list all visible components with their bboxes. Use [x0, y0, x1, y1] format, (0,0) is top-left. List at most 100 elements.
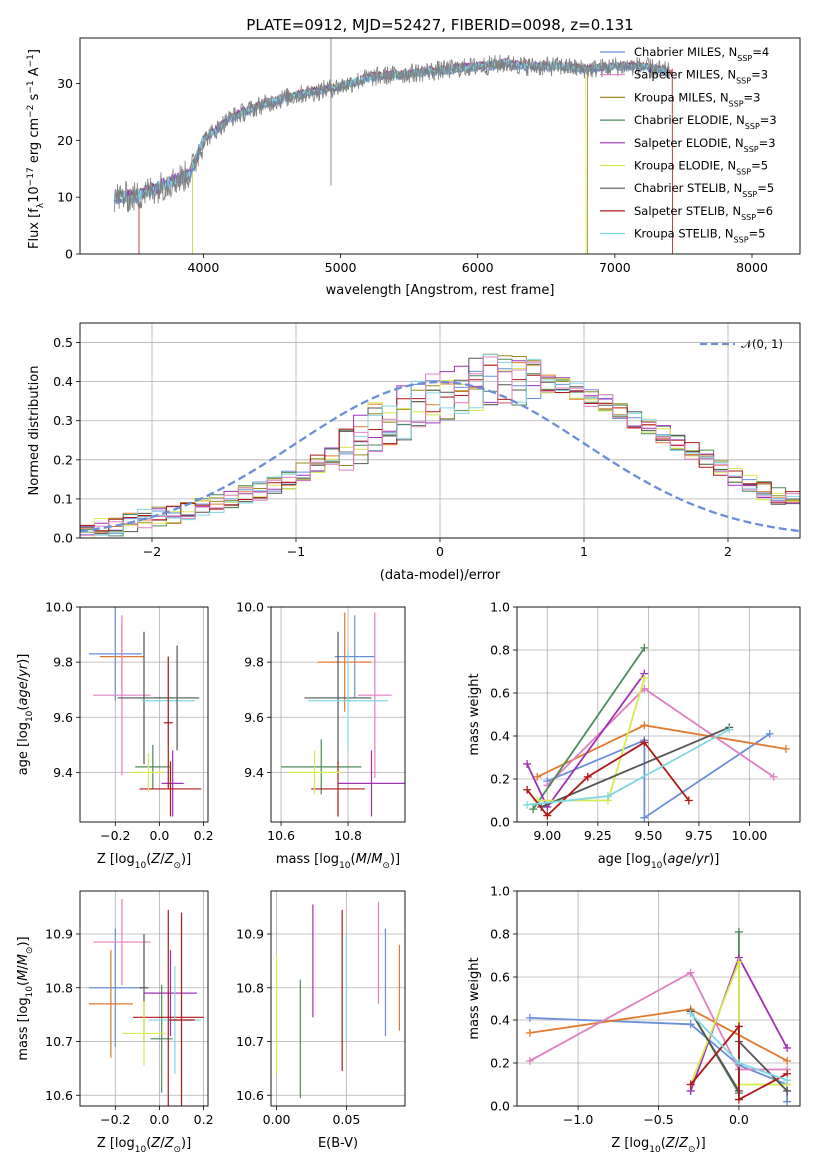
x-tick-label: 1 — [580, 544, 588, 559]
weight-marker — [640, 721, 649, 730]
x-tick-label: −0.2 — [100, 1112, 130, 1127]
histogram-series — [80, 356, 800, 538]
errorbar-point — [161, 750, 184, 817]
x-axis-label: Z [log10(Z/Z⊙)] — [611, 1136, 705, 1155]
weight-marker — [734, 1059, 743, 1067]
weight-marker — [783, 1056, 792, 1065]
y-tick-label: 0.2 — [490, 772, 510, 787]
errorbar-point — [304, 631, 372, 765]
legend-entry: Chabrier MILES, NSSP=4 — [634, 45, 769, 63]
x-axis-label: E(B-V) — [318, 1136, 358, 1151]
x-tick-label: 0.2 — [194, 1112, 214, 1127]
weight-series — [543, 684, 778, 790]
y-axis-label: Flux [fλ10−17 erg cm−2 s−1 A−1] — [26, 49, 46, 249]
x-tick-label: 8000 — [736, 260, 768, 275]
y-tick-label: 0.8 — [490, 927, 510, 942]
histogram-series — [80, 358, 800, 538]
weight-marker — [583, 772, 592, 781]
y-tick-label: 9.6 — [244, 710, 264, 725]
panel-age_vs_mass: 10.6 10.8 9.4 9.6 9.8 10.0 mass [log10(M/M⊙)] — [236, 600, 406, 871]
histogram-series — [80, 353, 800, 538]
y-tick-label: 0.6 — [490, 970, 510, 985]
weight-marker — [686, 1020, 695, 1029]
y-tick-label: 9.6 — [53, 710, 73, 725]
histogram-series — [80, 354, 800, 538]
x-tick-label: 9.50 — [634, 828, 662, 843]
weight-marker — [783, 1076, 792, 1085]
y-tick-label: 0.6 — [490, 686, 510, 701]
errorbars — [88, 607, 202, 817]
weight-marker — [783, 1086, 792, 1095]
x-axis-label: mass [log10(M/M⊙)] — [276, 852, 400, 871]
y-tick-label: 0 — [65, 247, 73, 262]
legend-entry: Salpeter MILES, NSSP=3 — [634, 68, 768, 86]
y-tick-label: 0.4 — [490, 1013, 510, 1028]
y-tick-label: 0.0 — [53, 531, 73, 546]
weight-marker — [640, 813, 649, 822]
weight-marker — [529, 805, 538, 814]
weight-line — [532, 647, 646, 810]
panel-massweight_vs_Z: −1.0 −0.5 0.0 0.0 0.2 0.4 0.6 0.8 1.0 Z [log10(Z/… — [467, 884, 801, 1155]
spectrum-lines — [113, 38, 673, 254]
weight-marker — [603, 792, 612, 801]
chart-title: PLATE=0912, MJD=52427, FIBERID=0098, z=0… — [246, 16, 633, 34]
y-tick-label: 9.4 — [53, 765, 73, 780]
weight-marker — [543, 811, 552, 820]
errorbar-point — [132, 909, 204, 1106]
errorbar-point — [144, 950, 197, 1037]
y-tick-label: 0.1 — [53, 491, 73, 506]
y-tick-label: 0.4 — [490, 729, 510, 744]
y-tick-label: 0.8 — [490, 643, 510, 658]
weight-series — [529, 643, 649, 814]
legend-entry: 𝒩(0, 1) — [741, 337, 783, 351]
weight-marker — [640, 673, 649, 682]
panel-mass_vs_ebv: 0.00 0.05 10.6 10.7 10.8 10.9 E(B-V) — [236, 890, 406, 1151]
weight-series — [523, 669, 649, 811]
y-axis-label: mass [log10(M/M⊙)] — [16, 936, 35, 1060]
errorbar-point — [88, 928, 142, 1047]
errorbar-point — [168, 912, 195, 1106]
y-tick-label: 0.5 — [53, 335, 73, 350]
x-axis-label: wavelength [Angstrom, rest frame] — [326, 283, 555, 298]
errorbar-point — [317, 612, 372, 712]
errorbar-point — [88, 950, 133, 1058]
y-tick-label: 10.8 — [45, 980, 73, 995]
errorbar-point — [150, 985, 173, 1093]
errorbar-point — [281, 739, 362, 795]
axes-frame — [270, 890, 406, 1107]
weight-marker — [523, 759, 532, 768]
x-tick-label: 0.00 — [263, 1112, 291, 1127]
x-tick-label: −0.5 — [643, 1112, 673, 1127]
legend: Chabrier MILES, NSSP=4 Salpeter MILES, NS… — [600, 45, 777, 244]
x-tick-label: 0.2 — [194, 828, 214, 843]
y-tick-label: 10.7 — [236, 1034, 264, 1049]
axes-frame — [79, 890, 209, 1107]
x-tick-label: 5000 — [325, 260, 357, 275]
legend-entry: Chabrier ELODIE, NSSP=3 — [634, 113, 777, 131]
axes-frame — [79, 606, 209, 823]
y-tick-label: 10.0 — [236, 600, 264, 615]
weight-marker — [525, 1028, 534, 1037]
y-tick-label: 0.4 — [53, 374, 73, 389]
weight-marker — [765, 729, 774, 738]
errorbar-point — [88, 607, 142, 701]
x-tick-label: 4000 — [188, 260, 220, 275]
errorbar-point — [287, 750, 342, 795]
y-tick-label: 10.9 — [236, 927, 264, 942]
weight-marker — [686, 968, 695, 977]
axes-frame — [79, 37, 801, 255]
weight-marker — [640, 738, 649, 747]
weight-series — [523, 725, 734, 809]
histogram-series — [80, 357, 800, 538]
x-tick-label: 0.0 — [150, 1112, 170, 1127]
x-tick-label: 0 — [436, 544, 444, 559]
legend-entry: Kroupa MILES, NSSP=3 — [634, 90, 760, 108]
errorbar-point — [93, 899, 151, 986]
normal-curve — [80, 380, 800, 533]
y-tick-label: 0.0 — [490, 1099, 510, 1114]
weight-series — [686, 1009, 792, 1085]
x-tick-label: 10.00 — [732, 828, 768, 843]
weight-marker — [734, 1022, 743, 1031]
weight-marker — [533, 772, 542, 781]
y-tick-label: 10.6 — [45, 1088, 73, 1103]
